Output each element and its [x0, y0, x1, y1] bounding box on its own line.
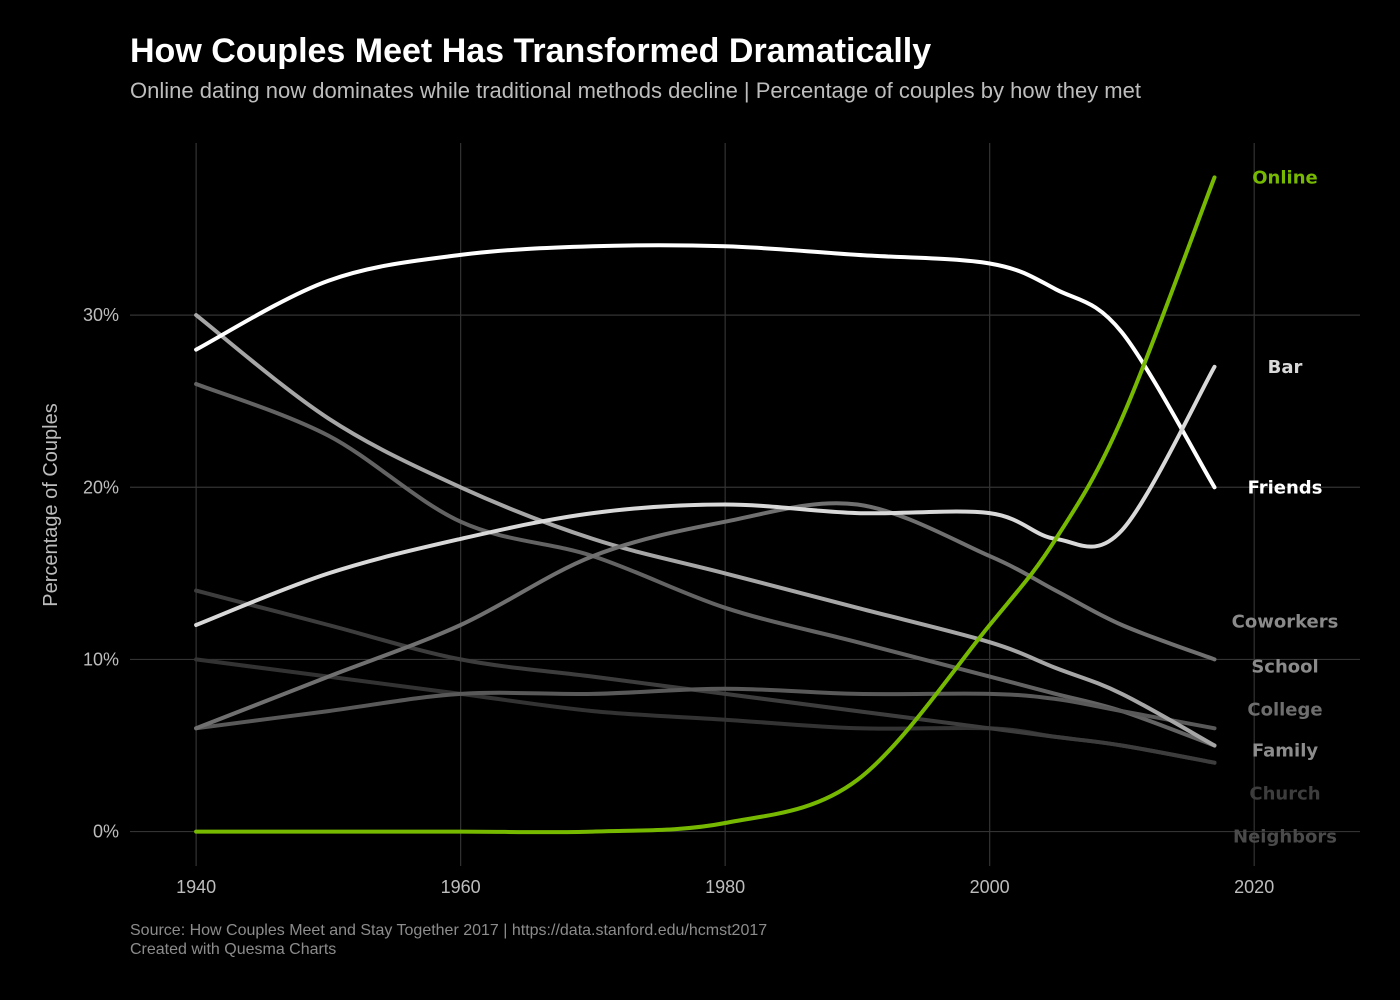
series-label-college: College: [1247, 699, 1322, 720]
credit-caption: Created with Quesma Charts: [130, 941, 337, 958]
series-line-college: [194, 686, 1217, 731]
x-tick-label: 1960: [441, 877, 481, 897]
series-label-coworkers: Coworkers: [1232, 612, 1339, 633]
series-line-coworkers: [194, 501, 1217, 731]
x-tick-label: 2020: [1234, 877, 1274, 897]
y-tick-label: 0%: [93, 822, 119, 842]
y-axis-title: Percentage of Couples: [40, 403, 62, 606]
series-line-family: [194, 382, 1217, 748]
chart-subtitle: Online dating now dominates while tradit…: [130, 78, 1141, 103]
series-line-neighbors: [194, 657, 1217, 765]
x-tick-label: 1980: [705, 877, 745, 897]
axes: 1940 1960 1980 2000 2020 0% 10% 20% 30%: [83, 305, 1274, 897]
series-label-friends: Friends: [1248, 477, 1323, 498]
y-tick-label: 30%: [83, 305, 119, 325]
series-label-church: Church: [1249, 784, 1320, 805]
series-label-bar: Bar: [1268, 357, 1303, 378]
series-lines: [194, 175, 1217, 835]
x-tick-label: 2000: [970, 877, 1010, 897]
series-label-family: Family: [1252, 741, 1318, 762]
series-label-online: Online: [1252, 167, 1317, 188]
y-tick-label: 20%: [83, 477, 119, 497]
series-label-school: School: [1251, 656, 1318, 677]
series-line-school: [194, 313, 1217, 748]
series-end-labels: Online Bar Friends Coworkers School College Fa…: [1232, 167, 1339, 847]
series-label-neighbors: Neighbors: [1233, 827, 1337, 848]
series-line-bar: [194, 364, 1217, 627]
series-line-online: [194, 175, 1217, 835]
series-line-friends: [194, 243, 1217, 490]
y-tick-label: 10%: [83, 649, 119, 669]
x-tick-label: 1940: [176, 877, 216, 897]
source-caption: Source: How Couples Meet and Stay Togeth…: [130, 922, 768, 939]
chart-title: How Couples Meet Has Transformed Dramati…: [130, 32, 932, 70]
series-line-church: [194, 588, 1217, 765]
